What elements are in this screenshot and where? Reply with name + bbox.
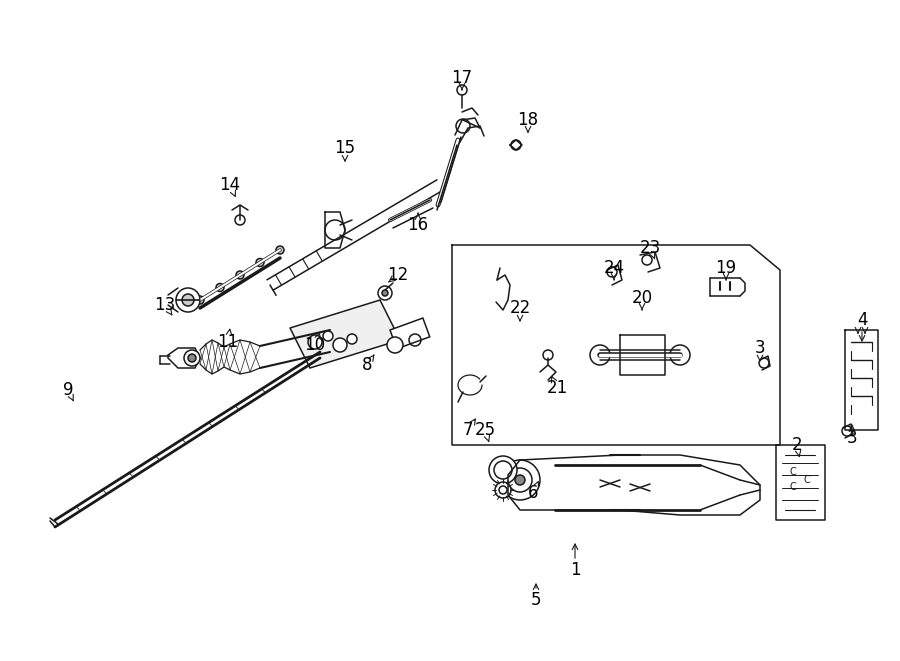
Polygon shape xyxy=(168,348,200,368)
Circle shape xyxy=(256,258,264,266)
Circle shape xyxy=(216,284,224,292)
Circle shape xyxy=(276,246,284,254)
Text: 12: 12 xyxy=(387,266,409,284)
Circle shape xyxy=(333,338,347,352)
Text: 4: 4 xyxy=(857,311,868,329)
Text: 7: 7 xyxy=(463,421,473,439)
Circle shape xyxy=(308,335,322,349)
Circle shape xyxy=(382,290,388,296)
Circle shape xyxy=(235,215,245,225)
Text: 2: 2 xyxy=(792,436,802,454)
Circle shape xyxy=(456,119,470,133)
Text: 6: 6 xyxy=(527,484,538,502)
Circle shape xyxy=(387,337,403,353)
Text: 24: 24 xyxy=(603,259,625,277)
Polygon shape xyxy=(290,300,400,368)
Circle shape xyxy=(323,331,333,341)
Text: 10: 10 xyxy=(304,336,326,354)
Text: 16: 16 xyxy=(408,216,428,234)
Text: C: C xyxy=(789,482,796,492)
Text: 3: 3 xyxy=(847,429,858,447)
Circle shape xyxy=(607,267,617,277)
Text: 19: 19 xyxy=(716,259,736,277)
Circle shape xyxy=(236,271,244,279)
Circle shape xyxy=(842,426,852,436)
Text: 14: 14 xyxy=(220,176,240,194)
Circle shape xyxy=(590,345,610,365)
Circle shape xyxy=(515,475,525,485)
Circle shape xyxy=(188,354,196,362)
Circle shape xyxy=(184,350,200,366)
Circle shape xyxy=(347,334,357,344)
Text: 18: 18 xyxy=(518,111,538,129)
Text: 8: 8 xyxy=(362,356,373,374)
Circle shape xyxy=(495,482,511,498)
Circle shape xyxy=(182,294,194,306)
Text: 23: 23 xyxy=(639,239,661,257)
Text: 13: 13 xyxy=(155,296,176,314)
Circle shape xyxy=(670,345,690,365)
Text: 25: 25 xyxy=(474,421,496,439)
Circle shape xyxy=(176,288,200,312)
Text: C: C xyxy=(789,467,796,477)
Text: 1: 1 xyxy=(570,561,580,579)
Circle shape xyxy=(642,255,652,265)
Text: 9: 9 xyxy=(63,381,73,399)
Text: 17: 17 xyxy=(452,69,472,87)
Text: 5: 5 xyxy=(531,591,541,609)
Circle shape xyxy=(196,296,204,304)
Bar xyxy=(390,318,429,349)
Text: 20: 20 xyxy=(632,289,652,307)
Text: 3: 3 xyxy=(755,339,765,357)
Circle shape xyxy=(500,460,540,500)
Text: 11: 11 xyxy=(218,333,238,351)
Circle shape xyxy=(489,456,517,484)
Circle shape xyxy=(378,286,392,300)
Text: 22: 22 xyxy=(509,299,531,317)
Circle shape xyxy=(543,350,553,360)
Text: 15: 15 xyxy=(335,139,356,157)
Circle shape xyxy=(457,85,467,95)
Circle shape xyxy=(511,140,521,150)
Text: C: C xyxy=(804,475,810,485)
Circle shape xyxy=(759,358,769,368)
Text: 21: 21 xyxy=(546,379,568,397)
